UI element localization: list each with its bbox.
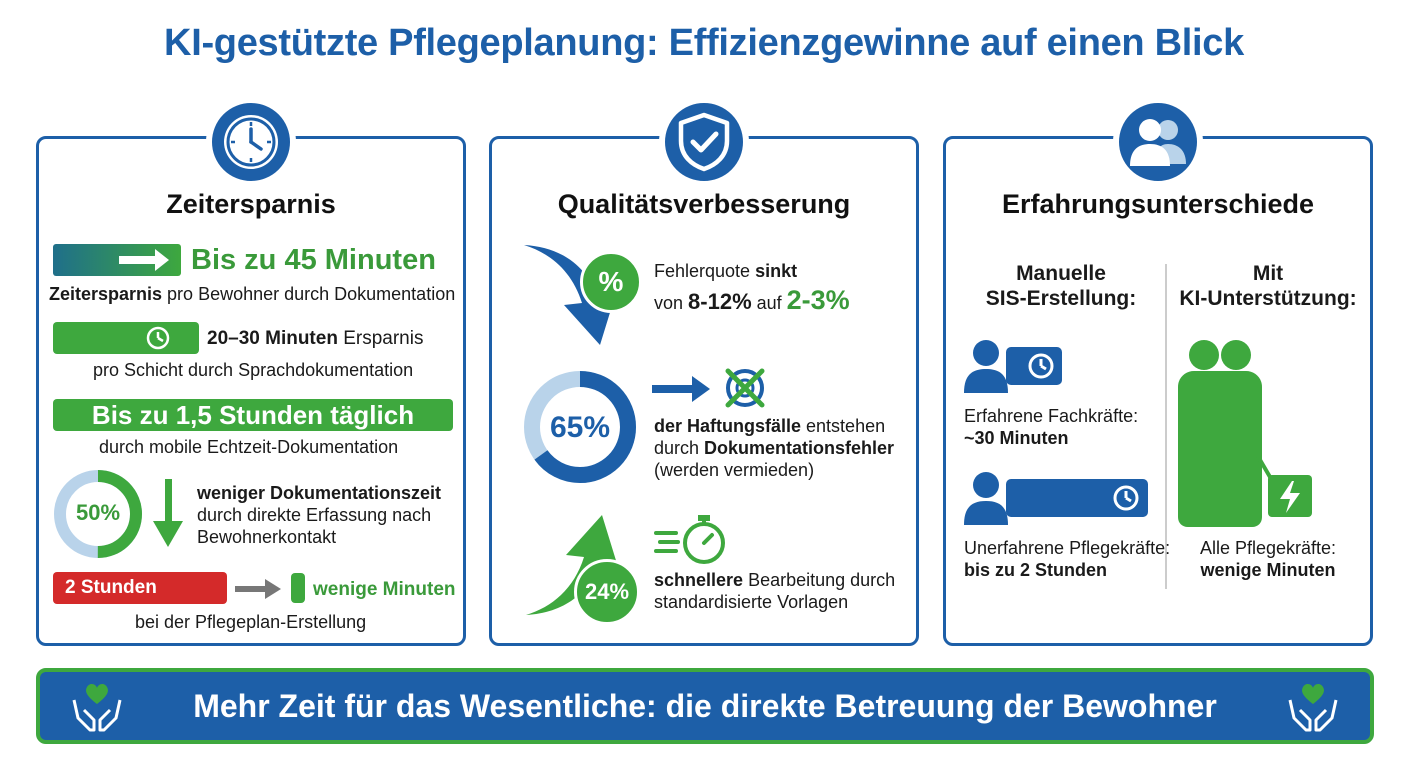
item2-line2: pro Schicht durch Sprachdokumentation [93, 360, 414, 380]
percent-50: 50% [75, 500, 121, 525]
item3-text: schnellere Bearbeitung durch standardisi… [654, 570, 896, 612]
inexperienced-text: Unerfahrene Pflegekräfte: bis zu 2 Stund… [964, 538, 1171, 580]
arrow-right-gray-icon [235, 579, 281, 599]
trend-up-arrow-icon [526, 515, 618, 615]
item1-line2: von 8-12% auf 2-3% [654, 285, 850, 315]
panel-zeitersparnis: Zeitersparnis Bis zu 45 Minuten Zeitersp… [36, 97, 466, 646]
panel-title: Erfahrungsunterschiede [1001, 189, 1315, 219]
item1-caption: Zeitersparnis pro Bewohner durch Dokumen… [49, 284, 456, 304]
donut-65: 65% [522, 369, 638, 485]
stopwatch-speed-icon [654, 515, 725, 564]
red-bar [53, 572, 227, 604]
value-15h: Bis zu 1,5 Stunden täglich [91, 400, 415, 430]
item2-text: der Haftungsfälle entstehen durch Dokume… [654, 416, 895, 480]
caring-hands-heart-icon [1288, 684, 1338, 732]
value-2h: 2 Stunden [65, 577, 157, 598]
arrow-right-blue-icon [652, 376, 710, 402]
panel-erfahrung: Erfahrungsunterschiede Manuelle SIS-Erste… [943, 97, 1373, 646]
panel-qualitaet: Qualitätsverbesserung % Fehlerquote sink… [489, 97, 919, 646]
ai-supported-workers-icon [1178, 340, 1312, 527]
green-bar-clock [53, 322, 199, 354]
donut-50: 50% [53, 469, 143, 559]
item1-line1: Fehlerquote sinkt [654, 261, 798, 281]
item3-line2: durch mobile Echtzeit-Dokumentation [99, 437, 399, 457]
trend-down-arrow-icon [524, 245, 616, 345]
shield-check-icon [659, 97, 749, 187]
ai-heading: Mit KI-Unterstützung: [1179, 262, 1357, 310]
column-divider [1165, 264, 1167, 589]
green-bar-15h [53, 399, 453, 431]
clock-icon [206, 97, 296, 187]
footer-banner: Mehr Zeit für das Wesentliche: die direk… [36, 668, 1374, 744]
panel-title: Zeitersparnis [166, 189, 336, 219]
page-title: KI-gestützte Pflegeplanung: Effizienzgew… [164, 22, 1244, 64]
item5-line2: bei der Pflegeplan-Erstellung [135, 612, 367, 632]
panel-title: Qualitätsverbesserung [557, 189, 851, 219]
arrow-bar [53, 244, 181, 276]
users-icon [1113, 97, 1203, 187]
footer-text: Mehr Zeit für das Wesentliche: die direk… [193, 688, 1217, 724]
arrow-down-icon [153, 479, 183, 547]
value-wenige-minuten: wenige Minuten [313, 579, 456, 600]
item4-text: weniger Dokumentationszeit durch direkte… [197, 483, 442, 547]
caring-hands-heart-icon [72, 684, 122, 732]
percent-24: 24% [574, 559, 640, 625]
percent-badge: % [580, 251, 642, 313]
experienced-text: Erfahrene Fachkräfte: ~30 Minuten [964, 406, 1139, 448]
ai-text: Alle Pflegekräfte: wenige Minuten [1199, 538, 1337, 580]
small-green-bar [291, 573, 305, 603]
inexperienced-worker-icon [964, 472, 1148, 525]
arrow-right-icon [119, 249, 169, 271]
item2-line1: 20–30 Minuten Ersparnis [207, 328, 424, 349]
target-cross-icon [725, 368, 765, 408]
experienced-worker-icon [964, 340, 1062, 393]
percent-65: 65% [549, 411, 611, 444]
manual-heading: Manuelle SIS-Erstellung: [985, 262, 1137, 310]
value-45-min: Bis zu 45 Minuten [191, 244, 436, 276]
